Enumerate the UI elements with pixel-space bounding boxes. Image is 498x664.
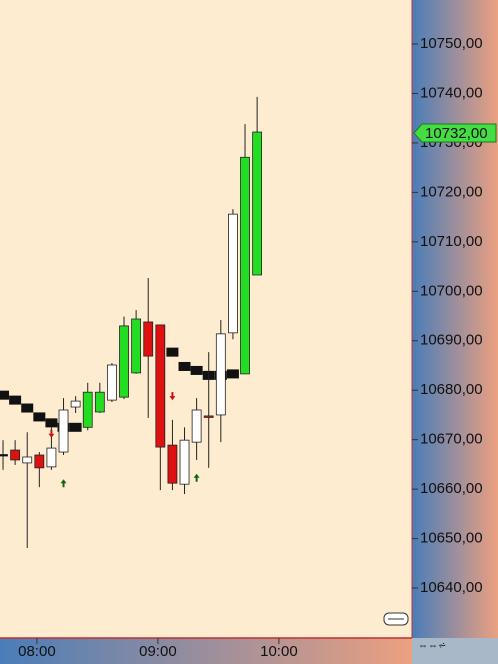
candle-body xyxy=(131,318,142,374)
candle-body xyxy=(215,333,226,416)
candle-body xyxy=(203,415,214,418)
candle-body xyxy=(107,364,117,401)
x-axis-panel xyxy=(0,638,412,664)
candle-body xyxy=(58,409,69,453)
y-tick-label: 10640,00 xyxy=(420,579,483,596)
ma-block xyxy=(178,361,191,371)
x-tick-label: 09:00 xyxy=(139,643,177,660)
candle-body xyxy=(34,454,45,469)
ma-block xyxy=(33,412,46,422)
candle-body xyxy=(94,391,105,413)
sell-arrow xyxy=(48,429,55,438)
candle-body xyxy=(82,391,93,428)
x-tick-label: 10:00 xyxy=(260,643,298,660)
candle-body xyxy=(119,325,129,398)
corner-panel xyxy=(412,638,498,664)
buy-arrow xyxy=(60,479,67,488)
ma-block xyxy=(166,347,179,357)
candle-body xyxy=(252,131,263,276)
last-price-tag xyxy=(413,123,497,143)
candle-body xyxy=(0,454,8,457)
y-tick-label: 10690,00 xyxy=(420,332,483,349)
ma-block xyxy=(45,418,58,428)
candle-body xyxy=(70,400,81,408)
candle-body xyxy=(240,156,250,375)
y-tick-label: 10750,00 xyxy=(420,35,483,52)
buy-arrow xyxy=(193,473,200,482)
y-tick-label: 10710,00 xyxy=(420,233,483,250)
candle-body xyxy=(191,409,202,443)
y-axis-panel xyxy=(412,0,498,638)
y-tick-label: 10660,00 xyxy=(420,480,483,497)
candle-body xyxy=(22,456,33,464)
y-tick-label: 10670,00 xyxy=(420,431,483,448)
candle-body xyxy=(228,213,238,334)
candle-body xyxy=(46,447,57,468)
x-tick-label: 08:00 xyxy=(18,643,56,660)
candle-body xyxy=(179,439,190,485)
candle-body xyxy=(167,444,178,484)
ma-block xyxy=(21,403,34,413)
ma-block xyxy=(9,395,22,405)
y-tick-label: 10740,00 xyxy=(420,84,483,101)
y-tick-label: 10700,00 xyxy=(420,282,483,299)
y-tick-label: 10720,00 xyxy=(420,183,483,200)
ma-block xyxy=(190,365,203,375)
ma-block xyxy=(0,390,10,400)
candle-body xyxy=(143,321,154,357)
sell-arrow xyxy=(169,392,176,401)
candle-body xyxy=(155,324,166,448)
candle-body xyxy=(10,449,21,461)
scroll-icon[interactable] xyxy=(383,612,409,626)
y-tick-label: 10680,00 xyxy=(420,381,483,398)
nav-icons[interactable]: ⇔⇔⩫ xyxy=(418,641,446,652)
ma-block xyxy=(226,369,239,379)
ma-block xyxy=(69,422,82,432)
plot-area xyxy=(0,0,412,638)
y-tick-label: 10650,00 xyxy=(420,530,483,547)
last-price-label: 10732,00 xyxy=(425,125,488,142)
